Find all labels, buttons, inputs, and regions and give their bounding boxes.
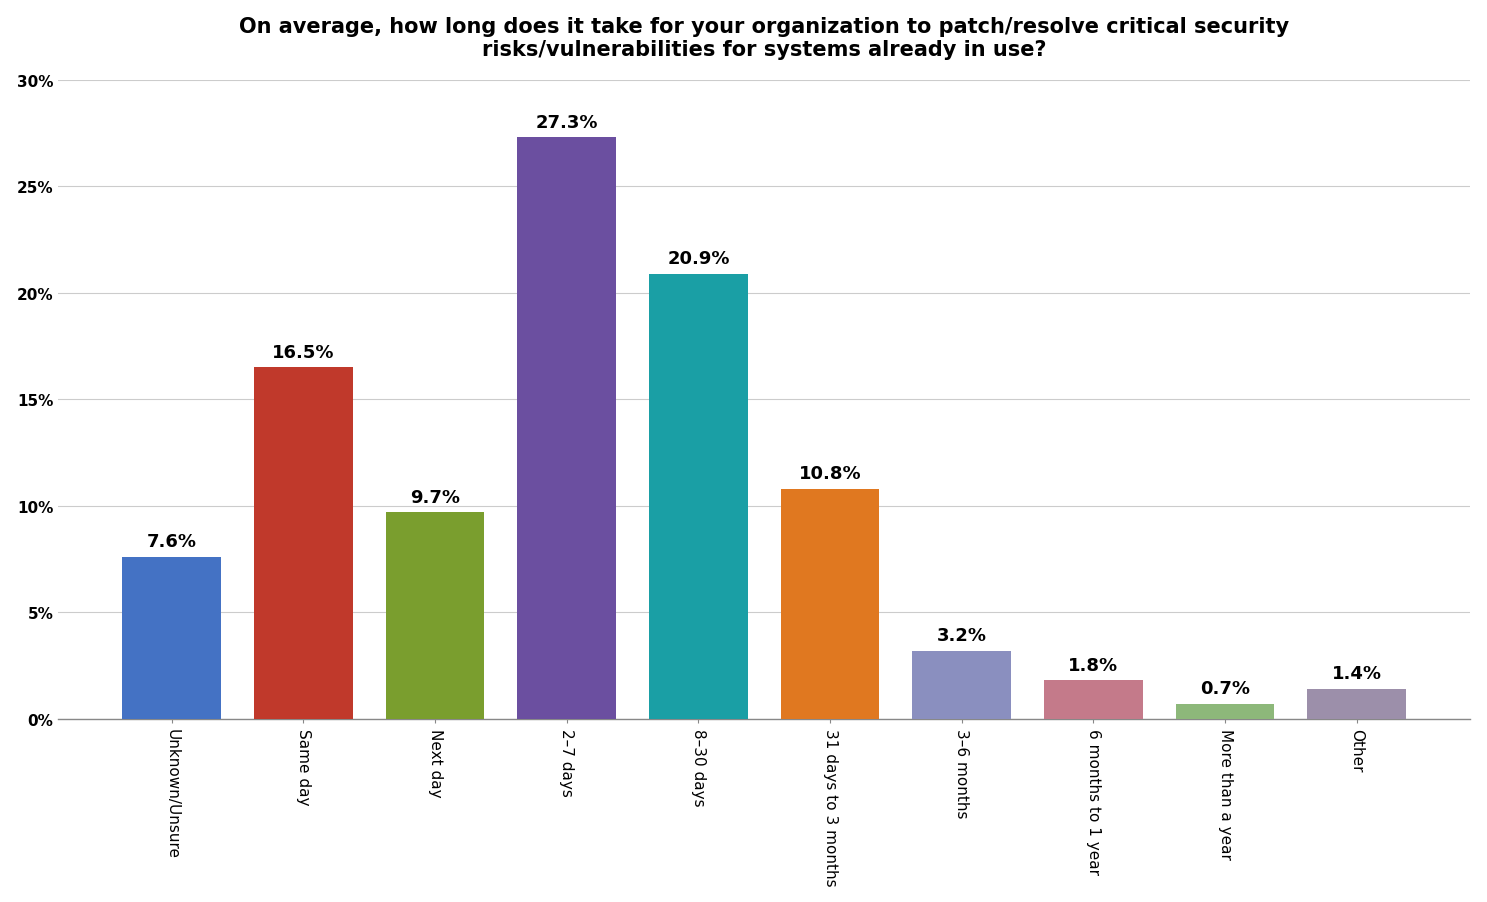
Bar — [517, 138, 616, 719]
Text: 27.3%: 27.3% — [535, 114, 598, 132]
Bar — [122, 557, 222, 719]
Text: 16.5%: 16.5% — [272, 344, 335, 362]
Bar — [254, 368, 352, 719]
Bar — [1176, 704, 1274, 719]
Bar — [1044, 681, 1144, 719]
Text: 0.7%: 0.7% — [1200, 679, 1251, 697]
Text: 1.8%: 1.8% — [1068, 657, 1118, 674]
Text: 1.4%: 1.4% — [1332, 665, 1381, 683]
Text: 9.7%: 9.7% — [410, 488, 459, 506]
Text: 7.6%: 7.6% — [147, 533, 196, 551]
Bar — [648, 274, 748, 719]
Bar — [781, 489, 879, 719]
Text: 10.8%: 10.8% — [799, 465, 861, 483]
Bar — [1307, 689, 1407, 719]
Title: On average, how long does it take for your organization to patch/resolve critica: On average, how long does it take for yo… — [239, 16, 1289, 60]
Text: 3.2%: 3.2% — [937, 627, 987, 644]
Bar — [385, 512, 485, 719]
Bar — [913, 651, 1011, 719]
Text: 20.9%: 20.9% — [668, 250, 730, 268]
